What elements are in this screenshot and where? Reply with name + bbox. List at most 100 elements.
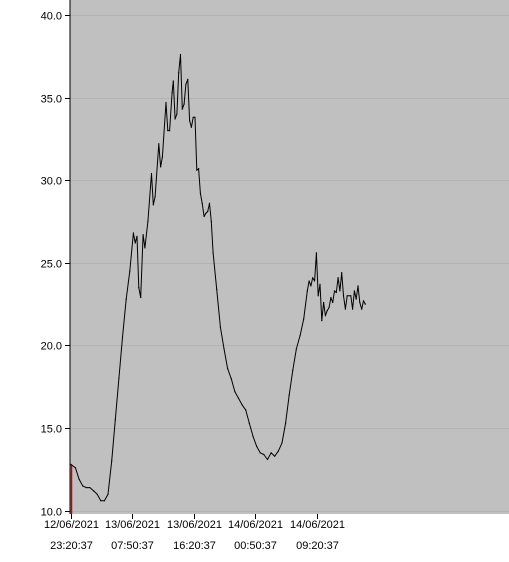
y-tick-label: 25.0 — [41, 259, 62, 271]
data-point — [324, 315, 326, 317]
data-point — [165, 101, 167, 104]
data-point — [129, 270, 131, 272]
data-point — [352, 308, 354, 310]
data-point — [321, 320, 323, 322]
data-point — [330, 296, 332, 299]
data-point — [212, 252, 214, 254]
data-point — [121, 336, 124, 338]
data-point — [337, 277, 339, 279]
data-point — [308, 280, 310, 282]
data-point — [185, 83, 187, 85]
plot-area — [70, 0, 509, 514]
data-point — [359, 301, 361, 304]
data-point — [210, 220, 212, 223]
data-point — [181, 108, 183, 110]
data-point — [219, 326, 221, 328]
y-tick-label: 35.0 — [41, 94, 62, 106]
data-point — [100, 500, 102, 502]
data-point — [111, 460, 113, 462]
data-point — [362, 300, 365, 302]
data-point — [344, 308, 346, 310]
y-tick-label: 30.0 — [41, 176, 62, 188]
data-point — [152, 204, 154, 206]
data-point — [205, 212, 207, 214]
y-tick-label: 20.0 — [41, 341, 62, 353]
data-point — [78, 478, 80, 480]
data-point — [252, 435, 254, 437]
axes — [65, 0, 318, 519]
data-point — [134, 242, 136, 244]
data-point — [314, 280, 316, 282]
data-point — [207, 210, 209, 213]
data-point — [310, 285, 312, 287]
data-point — [179, 53, 182, 56]
data-point — [223, 348, 225, 350]
data-point — [285, 422, 287, 424]
x-tick-time-label: 09:20:37 — [296, 540, 339, 552]
data-point — [332, 301, 334, 304]
data-point — [154, 196, 156, 198]
data-point — [270, 452, 272, 454]
data-point — [237, 397, 240, 399]
data-point — [248, 422, 250, 424]
data-point — [172, 80, 174, 82]
data-point — [192, 116, 194, 118]
y-tick-label: 40.0 — [41, 11, 62, 23]
y-tick-label: 15.0 — [41, 424, 62, 436]
data-point — [323, 301, 325, 304]
data-point — [227, 368, 229, 370]
data-point — [158, 143, 160, 145]
data-point — [216, 288, 218, 290]
data-point — [174, 118, 176, 120]
data-point — [353, 290, 355, 292]
data-point — [114, 419, 116, 421]
data-point — [190, 126, 192, 128]
data-point — [208, 202, 211, 204]
data-point — [171, 92, 173, 94]
data-point — [107, 493, 109, 495]
data-point — [150, 172, 153, 175]
y-tick-label: 10.0 — [41, 507, 62, 519]
data-point — [199, 192, 201, 194]
data-point — [335, 291, 337, 294]
data-point — [140, 296, 142, 299]
data-point — [187, 78, 189, 80]
data-point — [198, 168, 200, 170]
x-tick-time-label: 23:20:37 — [50, 540, 93, 552]
data-point — [274, 455, 276, 457]
data-point — [328, 306, 330, 308]
data-point — [333, 290, 336, 292]
data-point — [355, 298, 357, 300]
data-point — [74, 467, 76, 469]
x-tick-labels: 12/06/2021 23:20:37 13/06/2021 07:50:37 13/0… — [44, 519, 345, 552]
data-point — [364, 303, 366, 305]
data-point — [303, 318, 305, 320]
data-point — [259, 452, 261, 454]
data-point — [266, 458, 269, 461]
data-point — [299, 334, 301, 337]
data-point — [183, 103, 185, 105]
data-point — [346, 295, 348, 297]
data-point — [201, 202, 203, 204]
data-point — [263, 453, 265, 456]
data-point — [339, 290, 341, 292]
data-point — [312, 277, 314, 279]
data-point — [93, 490, 95, 492]
data-point — [118, 377, 120, 380]
data-point — [85, 487, 87, 489]
data-point — [82, 485, 84, 487]
data-point — [319, 283, 321, 285]
series-layer — [70, 53, 366, 514]
data-point — [234, 391, 236, 393]
data-point — [176, 113, 178, 115]
x-tick-date-label: 13/06/2021 — [105, 519, 160, 531]
x-tick-date-label: 13/06/2021 — [167, 519, 222, 531]
data-point — [245, 409, 247, 411]
x-tick-time-label: 00:50:37 — [234, 540, 277, 552]
data-point — [161, 156, 163, 158]
data-point — [132, 232, 134, 234]
data-point — [189, 120, 191, 122]
data-point — [194, 116, 196, 118]
x-tick-time-label: 07:50:37 — [111, 540, 154, 552]
